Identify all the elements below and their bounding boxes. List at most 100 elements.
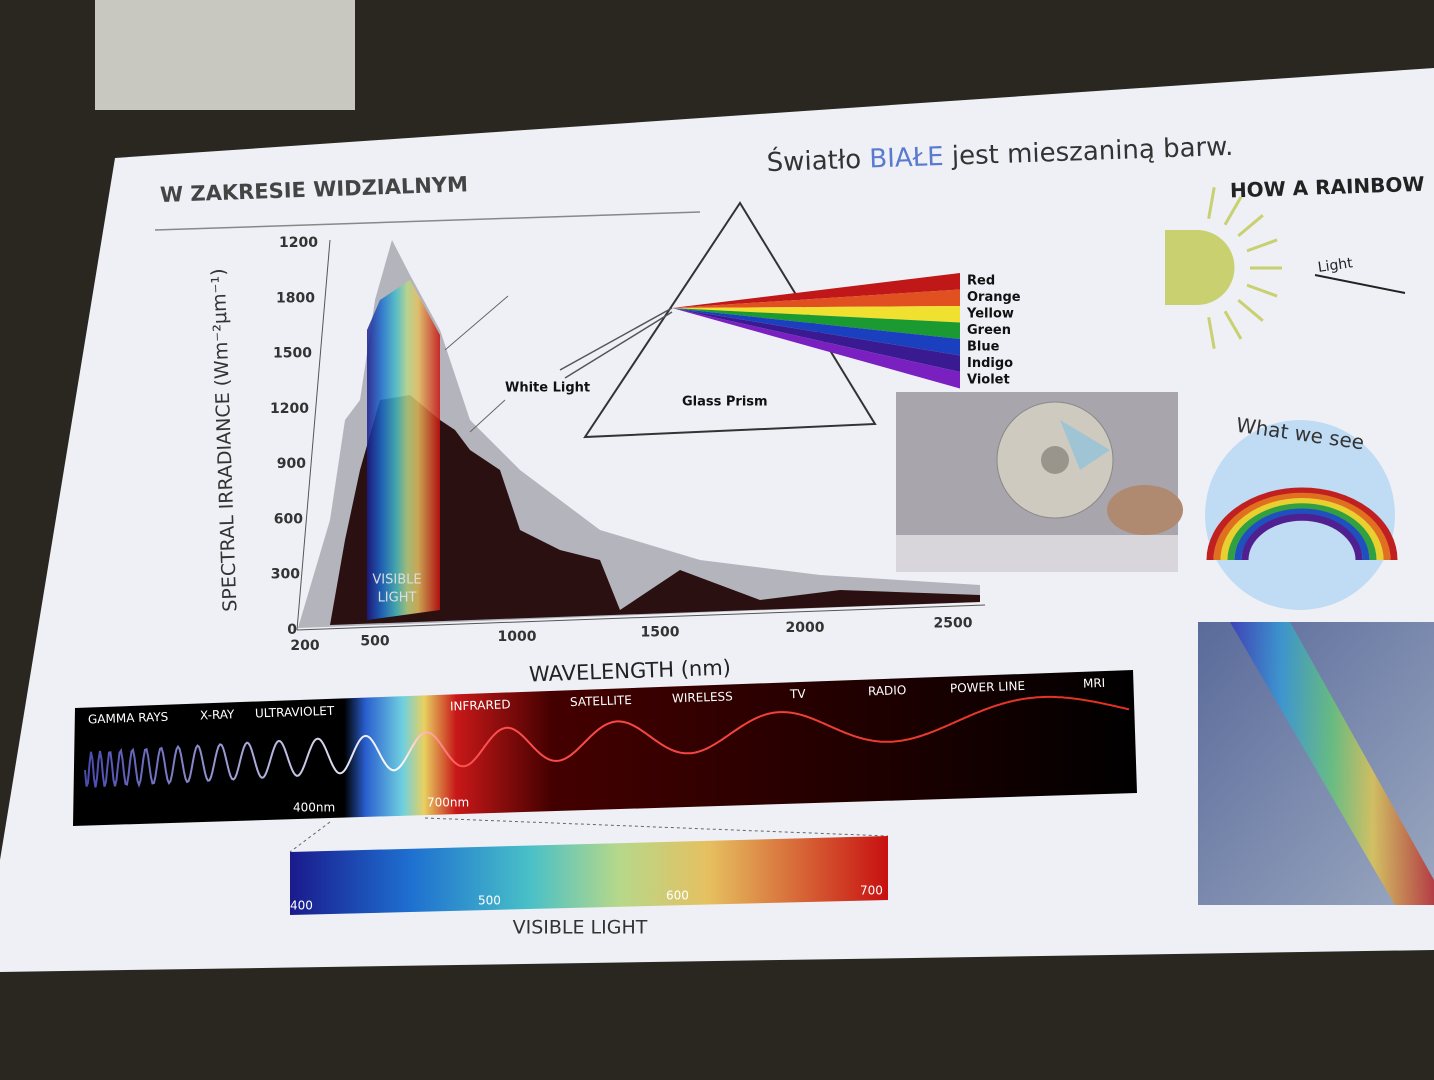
visible-label: VISIBLE LIGHT [513, 917, 648, 939]
shelf [896, 535, 1178, 572]
sun-ray [1246, 238, 1278, 253]
visible-tick: 600 [666, 889, 689, 903]
y-tick-label: 300 [271, 567, 300, 583]
visible-tick: 500 [478, 894, 501, 908]
em-bar [73, 670, 1137, 826]
band-label: POWER LINE [950, 679, 1026, 696]
zoom-line [424, 817, 889, 837]
visible-ticks: 400 500 600 700 [290, 884, 883, 913]
y-tick-label: 1500 [273, 346, 312, 362]
photo-rainbow [1230, 622, 1434, 905]
band-label: INFRARED [450, 697, 511, 713]
visible-gradient [290, 836, 888, 915]
zoom-line [289, 821, 331, 853]
sun-ray [1207, 186, 1216, 220]
white-ray [559, 307, 673, 371]
pointer [444, 295, 509, 351]
band-label: SATELLITE [570, 693, 632, 709]
white-light-label: White Light [505, 381, 590, 396]
sun-ray [1246, 283, 1278, 298]
light-ray [1314, 274, 1406, 294]
y-tick-label: 1200 [279, 235, 318, 251]
visible-tick: 400 [290, 899, 313, 913]
band-label: VISIBLE [372, 573, 421, 588]
arc [1220, 498, 1384, 561]
reflection [1060, 420, 1110, 470]
cd-photo [896, 392, 1183, 572]
y-tick-label: 1800 [276, 290, 315, 306]
visible-light-bar: 400 500 600 700 VISIBLE LIGHT [289, 817, 889, 939]
arc [1227, 503, 1377, 561]
band-label: TV [789, 687, 807, 702]
rainbow-arcs [1206, 487, 1398, 561]
y-tick-label: 0 [287, 622, 297, 638]
y-ticks: 1200 1800 1500 1200 900 600 300 0 [270, 235, 318, 638]
y-tick-label: 600 [274, 511, 303, 527]
color-band [672, 308, 960, 389]
arc [1206, 487, 1398, 561]
x-ticks: 200 500 1000 1500 2000 2500 [290, 616, 972, 655]
surface-spectrum [330, 395, 980, 625]
wave [84, 695, 1130, 788]
sun-ray [1223, 196, 1243, 226]
x-tick-label: 500 [360, 634, 389, 650]
projector [95, 0, 355, 110]
color-label: Red [967, 274, 995, 289]
color-label: Blue [967, 340, 1000, 355]
color-label: Green [967, 323, 1011, 338]
title-rule [154, 211, 701, 231]
x-tick-label: 2500 [934, 616, 973, 632]
glass-prism-label: Glass Prism [682, 395, 768, 410]
color-band [672, 273, 960, 308]
x-tick-label: 2000 [786, 620, 825, 636]
pointer [469, 399, 506, 433]
sun-ray [1237, 214, 1264, 238]
band-label: ULTRAVIOLET [255, 704, 335, 721]
x-tick-label: 1500 [641, 625, 680, 641]
sun [1197, 230, 1235, 305]
band-label: X-RAY [200, 707, 236, 722]
color-label: Orange [967, 290, 1021, 305]
sun-ray [1237, 298, 1264, 322]
x-tick-label: 200 [290, 638, 319, 654]
sun-ray [1223, 310, 1243, 340]
headline-prefix: Światło [766, 142, 870, 178]
band-label: RADIO [868, 683, 907, 698]
sun [1165, 230, 1197, 305]
color-label: Yellow [966, 307, 1014, 322]
color-band [672, 289, 960, 308]
color-band [672, 306, 960, 323]
rainbow-diagram: Light What we see [1165, 186, 1434, 905]
marker: 700nm [427, 796, 469, 810]
sun-ray [1207, 316, 1216, 350]
color-label: Violet [967, 373, 1010, 388]
visible-tick: 700 [860, 884, 883, 898]
band-label: WIRELESS [672, 689, 733, 705]
light-label: Light [1317, 255, 1354, 276]
band-label: LIGHT [378, 591, 417, 606]
y-tick-label: 1200 [270, 401, 309, 417]
sun-rays [1207, 186, 1282, 350]
x-tick-label: 1000 [498, 629, 537, 645]
color-label: Indigo [967, 356, 1013, 371]
y-axis [296, 239, 331, 631]
hand [1107, 485, 1183, 535]
em-bands: GAMMA RAYS X-RAY ULTRAVIOLET INFRARED SATELL… [88, 676, 1106, 727]
marker: 400nm [293, 801, 335, 815]
band-label: MRI [1083, 676, 1106, 691]
y-tick-label: 900 [277, 456, 306, 472]
arc [1234, 508, 1370, 561]
band-label: GAMMA RAYS [88, 710, 169, 727]
white-ray [564, 311, 673, 379]
disc-hole [1041, 446, 1069, 474]
x-axis [296, 604, 986, 631]
headline-highlight: BIAŁE [869, 141, 944, 174]
arc [1241, 513, 1363, 561]
visible-band [367, 280, 440, 620]
arc [1213, 492, 1391, 561]
em-spectrum: GAMMA RAYS X-RAY ULTRAVIOLET INFRARED SATELL… [73, 670, 1137, 826]
